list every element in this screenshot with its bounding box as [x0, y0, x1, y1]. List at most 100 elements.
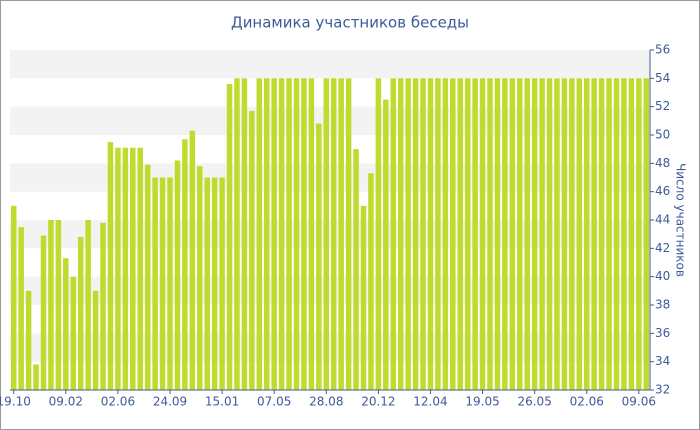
bar: [338, 78, 344, 390]
bar: [643, 78, 650, 390]
bar: [330, 78, 337, 390]
bar: [63, 258, 69, 390]
bar: [636, 78, 642, 390]
bar: [182, 139, 188, 390]
bar: [115, 147, 121, 390]
bar: [122, 147, 129, 390]
x-tick-label: 28.08: [309, 395, 343, 409]
bar: [397, 78, 404, 390]
bar: [40, 235, 47, 390]
y-axis-label: Число участников: [674, 163, 688, 277]
grid-band: [10, 50, 650, 79]
y-tick-label: 48: [655, 156, 670, 170]
y-tick-label: 34: [655, 354, 670, 368]
y-tick-label: 50: [655, 128, 670, 142]
bar: [539, 78, 545, 390]
bar: [144, 164, 151, 390]
y-tick-label: 56: [655, 43, 670, 57]
bar: [249, 110, 255, 391]
bar: [226, 84, 233, 390]
y-tick-label: 52: [655, 99, 670, 113]
bar: [204, 177, 210, 390]
x-tick-label: 19.05: [465, 395, 499, 409]
bar: [606, 78, 612, 390]
bar: [435, 78, 441, 390]
bar: [368, 173, 374, 390]
bar: [464, 78, 471, 390]
y-tick-label: 36: [655, 326, 670, 340]
bar: [263, 78, 270, 390]
y-tick-label: 32: [655, 383, 670, 397]
bar: [211, 177, 218, 390]
bar: [286, 78, 292, 390]
bar: [353, 149, 359, 390]
bar: [271, 78, 277, 390]
bar: [241, 78, 248, 390]
bar: [457, 78, 463, 390]
bar: [360, 205, 367, 390]
x-tick-label: 24.09: [153, 395, 187, 409]
bar: [323, 78, 330, 390]
bar: [509, 78, 516, 390]
bar: [33, 364, 39, 390]
bar: [137, 147, 143, 390]
grid-band: [10, 163, 650, 192]
chart-title: Динамика участников беседы: [231, 14, 469, 32]
bar: [546, 78, 553, 390]
x-tick-label: 09.02: [49, 395, 83, 409]
bar: [100, 222, 106, 390]
bar: [621, 78, 627, 390]
bar: [628, 78, 635, 390]
y-tick-label: 46: [655, 184, 670, 198]
bar: [301, 78, 307, 390]
bar: [234, 78, 240, 390]
bar: [256, 78, 263, 390]
bar: [472, 78, 478, 390]
bar: [293, 78, 300, 390]
bar: [316, 123, 322, 391]
bar: [308, 78, 315, 390]
bar: [85, 220, 91, 390]
bar: [502, 78, 508, 390]
x-tick-label: 12.04: [413, 395, 447, 409]
x-tick-label: 26.05: [517, 395, 551, 409]
y-tick-label: 42: [655, 241, 670, 255]
bar: [583, 78, 590, 390]
bar: [70, 276, 77, 390]
bar: [174, 160, 181, 390]
bar: [613, 78, 620, 390]
bar: [531, 78, 538, 390]
bar: [517, 78, 523, 390]
bar: [130, 147, 136, 390]
bar: [569, 78, 575, 390]
bar: [55, 220, 62, 390]
x-tick-label: 19.10: [0, 395, 31, 409]
bar: [450, 78, 456, 390]
x-tick-label: 02.06: [570, 395, 604, 409]
bar: [25, 290, 32, 390]
bar: [77, 237, 84, 390]
bar: [405, 78, 411, 390]
bar: [375, 78, 382, 390]
bar: [598, 78, 605, 390]
bar: [189, 130, 196, 390]
bar: [383, 99, 389, 390]
grid-band: [10, 276, 650, 305]
bar: [479, 78, 486, 390]
bar: [10, 205, 17, 390]
bar: [197, 166, 203, 390]
bar: [159, 177, 166, 390]
bar: [561, 78, 568, 390]
bar: [412, 78, 419, 390]
x-tick-label: 02.06: [101, 395, 135, 409]
bar: [487, 78, 493, 390]
x-tick-label: 07.05: [257, 395, 291, 409]
bar: [152, 177, 158, 390]
x-tick-label: 15.01: [205, 395, 239, 409]
y-tick-label: 44: [655, 213, 670, 227]
bar: [442, 78, 449, 390]
bar: [107, 142, 114, 390]
bar: [427, 78, 434, 390]
bar: [92, 290, 99, 390]
